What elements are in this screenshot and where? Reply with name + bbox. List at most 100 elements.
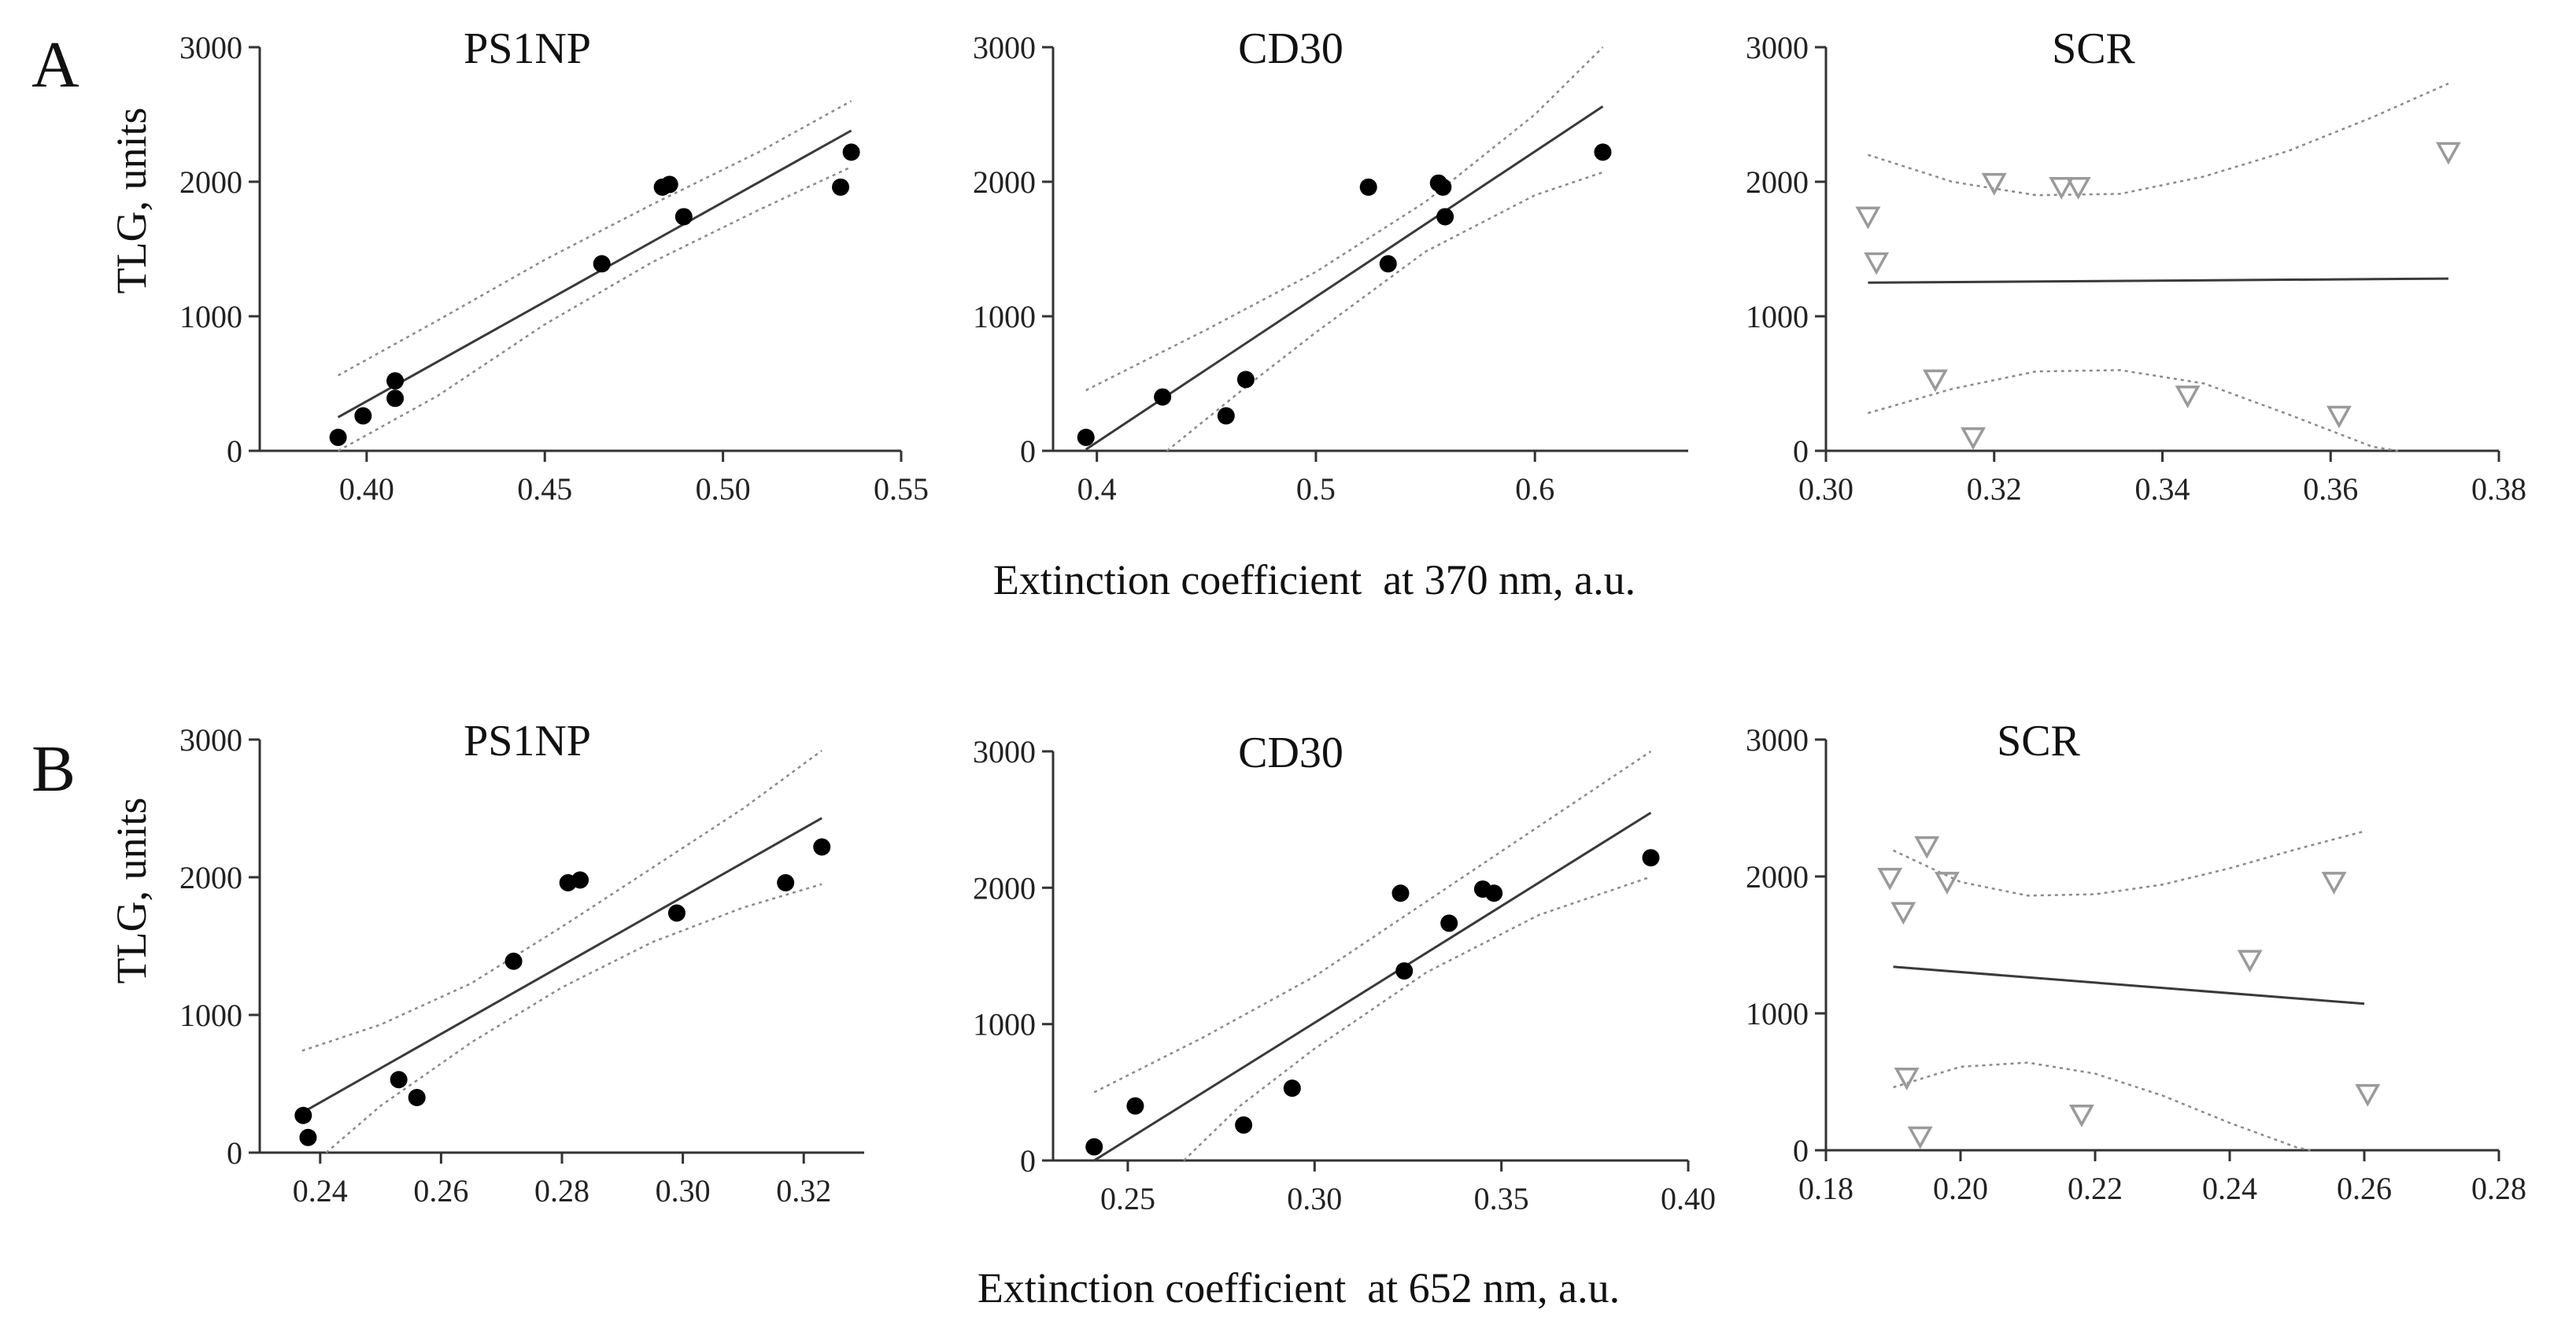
panel-title: PS1NP — [464, 24, 591, 73]
y-tick-label: 2000 — [1746, 859, 1809, 895]
data-point — [813, 838, 831, 856]
panel-title: CD30 — [1238, 729, 1343, 777]
data-point — [2321, 872, 2347, 895]
x-tick-label: 0.35 — [1474, 1181, 1529, 1216]
data-point — [1922, 369, 1948, 393]
regression-line — [1893, 965, 2365, 1005]
data-point — [1434, 178, 1452, 196]
data-point — [1440, 914, 1458, 932]
y-tick-label: 1000 — [179, 998, 242, 1033]
x-tick-label: 0.40 — [339, 471, 394, 507]
data-point — [674, 208, 693, 226]
x-tick-label: 0.4 — [1077, 471, 1117, 507]
x-tick-label: 0.18 — [1798, 1171, 1853, 1206]
x-tick-label: 0.30 — [1287, 1181, 1342, 1216]
y-tick-label: 2000 — [179, 164, 242, 200]
x-tick-label: 0.36 — [2303, 471, 2358, 507]
data-point — [1391, 884, 1410, 902]
y-tick-label: 1000 — [973, 299, 1036, 334]
x-tick-label: 0.55 — [874, 471, 929, 507]
data-point — [1154, 388, 1172, 406]
data-point — [1894, 1067, 1920, 1090]
y-tick-label: 0 — [1793, 1133, 1809, 1168]
y-tick-label: 0 — [227, 434, 242, 469]
data-point — [2326, 405, 2352, 429]
data-point — [2068, 1104, 2094, 1127]
y-tick-label: 0 — [1020, 434, 1036, 469]
confidence-band-upper — [1085, 46, 1604, 392]
regression-line — [301, 817, 822, 1114]
data-point — [1379, 255, 1397, 273]
data-point — [1907, 1126, 1933, 1149]
panel-title: SCR — [1997, 717, 2080, 766]
y-tick-label: 3000 — [1746, 30, 1809, 65]
y-axis-title-row-b: TLG, units — [108, 798, 155, 984]
data-point — [2355, 1083, 2381, 1107]
x-tick-label: 0.38 — [2471, 471, 2526, 507]
y-tick-label: 3000 — [179, 30, 242, 65]
data-point — [842, 143, 860, 161]
x-tick-label: 0.24 — [293, 1173, 348, 1208]
data-point — [1864, 252, 1890, 275]
data-point — [832, 178, 850, 196]
data-point — [390, 1071, 408, 1089]
data-point — [1283, 1079, 1301, 1098]
y-axis-title-row-a: TLG, units — [108, 108, 155, 294]
data-point — [1877, 867, 1903, 891]
data-point — [1217, 407, 1235, 425]
row-label-b: B — [31, 732, 76, 806]
regression-line — [1093, 811, 1652, 1162]
data-point — [1961, 427, 1987, 450]
confidence-band-upper — [301, 749, 822, 1052]
data-point — [2065, 177, 2091, 200]
data-point — [2435, 142, 2461, 165]
row-label-a: A — [31, 28, 79, 101]
x-tick-label: 0.25 — [1100, 1181, 1155, 1216]
x-tick-label: 0.30 — [1798, 471, 1853, 507]
x-axis-title-row-a: Extinction coefficient at 370 nm, a.u. — [993, 556, 1635, 603]
panel-b-scr: SCR 0 1000 2000 3000 0.18 0.20 0.22 0.24 0.26 0.28 — [1746, 717, 2526, 1206]
x-tick-label: 0.32 — [1967, 471, 2022, 507]
confidence-band-upper — [337, 100, 852, 377]
y-tick-label: 2000 — [179, 860, 242, 895]
x-tick-label: 0.22 — [2068, 1171, 2123, 1206]
data-point — [1395, 962, 1414, 980]
x-tick-label: 0.34 — [2135, 471, 2190, 507]
y-tick-label: 1000 — [1746, 299, 1809, 334]
panel-a-scr: SCR 0 1000 2000 3000 0.30 0.32 0.34 0.36 0.38 — [1746, 24, 2526, 507]
data-point — [1914, 836, 1940, 859]
data-point — [1359, 178, 1377, 196]
regression-line — [1085, 105, 1604, 451]
data-point — [1436, 208, 1454, 226]
data-point — [2049, 177, 2075, 200]
data-point — [660, 175, 678, 194]
panel-a-ps1np: PS1NP 0 1000 2000 3000 0.40 0.45 0.50 0.55 — [179, 24, 929, 507]
data-point — [2237, 950, 2263, 973]
data-point — [299, 1128, 317, 1146]
panel-a-cd30: CD30 0 1000 2000 3000 0.4 0.5 0.6 — [973, 24, 1688, 507]
data-point — [1855, 206, 1881, 230]
confidence-band-upper — [1868, 83, 2449, 197]
x-tick-label: 0.28 — [2471, 1171, 2526, 1206]
x-tick-label: 0.30 — [656, 1173, 711, 1208]
data-point — [667, 904, 686, 922]
data-point — [1485, 884, 1503, 902]
data-point — [354, 407, 372, 425]
confidence-band-upper — [1093, 750, 1652, 1094]
x-tick-label: 0.32 — [776, 1173, 831, 1208]
y-tick-label: 2000 — [1746, 164, 1809, 200]
confidence-band-lower — [1893, 1061, 2311, 1152]
data-point — [1077, 428, 1095, 446]
y-tick-label: 1000 — [179, 299, 242, 334]
data-point — [408, 1089, 426, 1106]
data-point — [1934, 872, 1960, 895]
y-tick-label: 0 — [1020, 1143, 1036, 1179]
confidence-band-upper — [1892, 830, 2365, 897]
data-point — [386, 389, 405, 408]
panel-title: PS1NP — [464, 717, 591, 766]
x-tick-label: 0.45 — [517, 471, 572, 507]
y-tick-label: 3000 — [973, 30, 1036, 65]
panel-b-cd30: CD30 0 1000 2000 3000 0.25 0.30 0.35 0.40 — [973, 729, 1716, 1216]
data-point — [1594, 143, 1612, 161]
y-tick-label: 0 — [227, 1135, 242, 1171]
